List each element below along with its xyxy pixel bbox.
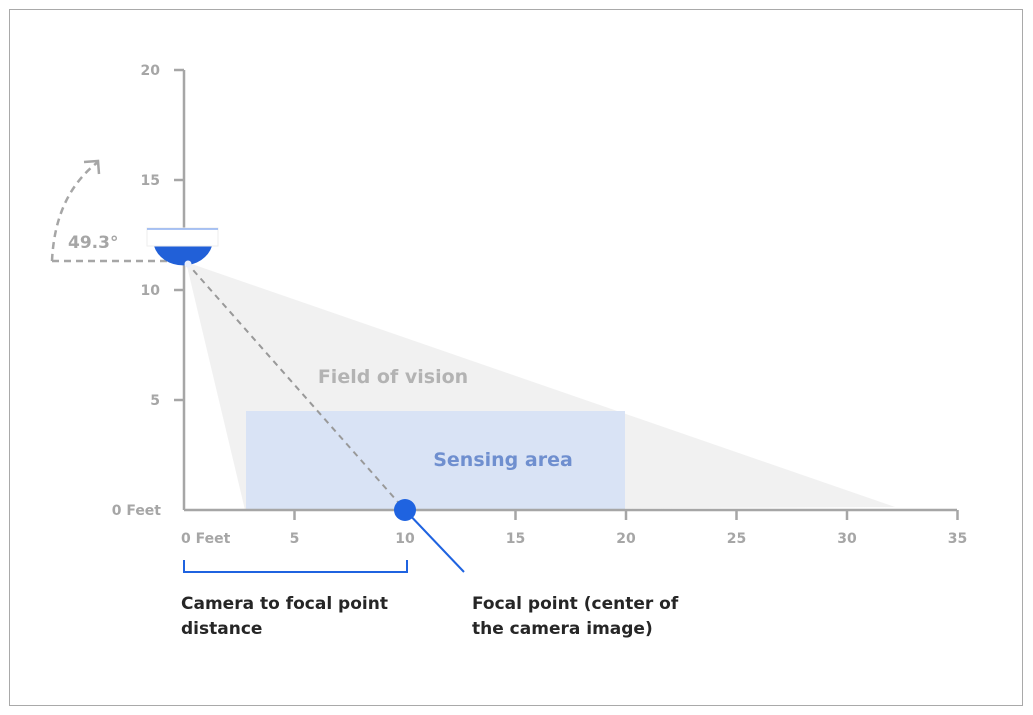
distance-label-line1: Camera to focal point [181,594,388,614]
x-tick-label: 25 [727,531,746,547]
y-tick-label: 20 [141,63,161,79]
diagram-frame [9,9,1023,706]
x-tick-label: 15 [506,531,525,547]
sensing-area-label: Sensing area [433,449,573,471]
sensing-area [246,411,625,510]
focal-point [394,499,416,521]
x-tick-label: 5 [290,531,300,547]
distance-label: Camera to focal point distance [181,592,388,642]
y-tick-label: 10 [141,283,161,299]
focal-label-line1: Focal point (center of [472,594,679,614]
x-tick-label: 10 [395,531,415,547]
distance-bracket [183,560,408,573]
x-tick-label: 35 [948,531,967,547]
x-tick-label: 30 [837,531,857,547]
camera-sight-line [185,261,406,511]
distance-label-line2: distance [181,619,263,639]
focal-pointer-line [404,509,465,573]
focal-label: Focal point (center of the camera image) [472,592,678,642]
angle-label: 49.3° [68,233,118,253]
focal-label-line2: the camera image) [472,619,653,639]
y-tick-label: 5 [150,393,160,409]
camera-icon [146,227,219,268]
x-tick-label: 20 [616,531,636,547]
field-of-vision-label: Field of vision [318,366,468,388]
y-tick-label: 15 [141,173,160,189]
angle-arrow-icon [83,159,101,175]
x-tick-label: 0 Feet [181,531,231,547]
angle-arc [50,161,180,263]
y-tick-label: 0 Feet [112,503,162,519]
